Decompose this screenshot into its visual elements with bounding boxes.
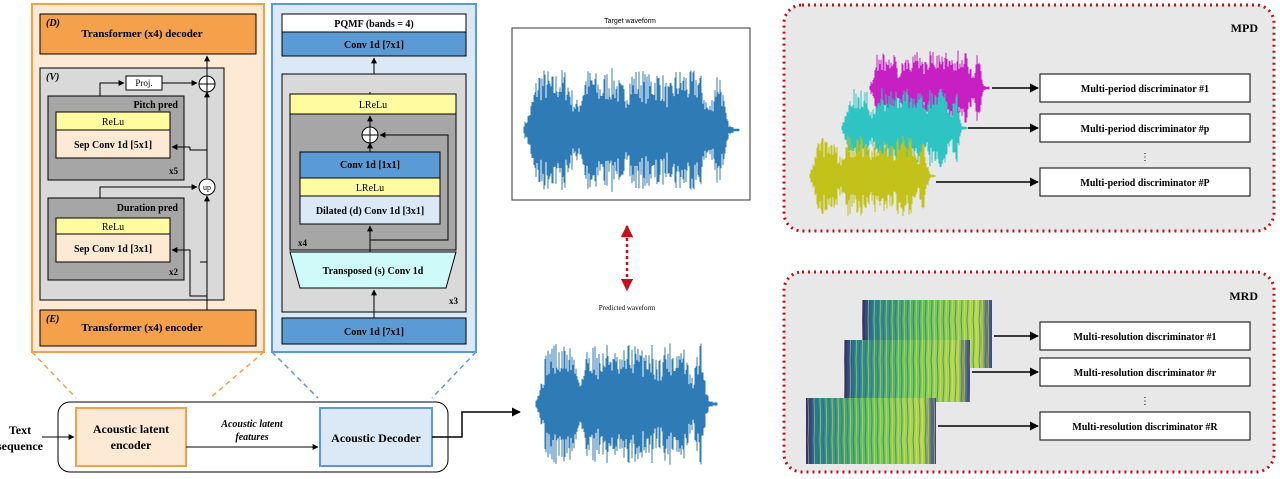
proj-label: Proj. <box>135 78 152 88</box>
mpd-wave-1 <box>869 50 990 126</box>
mrd-ellipsis: ⋮ <box>1140 396 1150 407</box>
acoustic-decoder-box <box>319 407 433 467</box>
encoder-panel: (D) Transformer (x4) decoder (V) Pitch p… <box>31 3 265 353</box>
up-label: up <box>203 183 211 192</box>
predicted-waveform-trace <box>535 343 718 465</box>
pitch-act: ReLu <box>102 117 124 128</box>
zoom-lines <box>31 351 477 399</box>
pitch-title: Pitch pred <box>133 100 178 111</box>
encoder-label: Transformer (x4) encoder <box>81 322 202 334</box>
decoder-label: Transformer (x4) decoder <box>81 28 202 40</box>
duration-repeat: x2 <box>169 267 179 277</box>
mpd-waveforms <box>809 50 990 216</box>
conv-bottom-box <box>281 317 467 345</box>
spectrogram-R <box>806 398 936 464</box>
mpd-disc-p <box>1039 113 1251 143</box>
dilated-conv-label: Dilated (d) Conv 1d [3x1] <box>316 206 424 217</box>
spectrogram-r <box>844 340 970 402</box>
pqmf-label: PQMF (bands = 4) <box>334 19 414 30</box>
decoder-panel: PQMF (bands = 4) Conv 1d [7x1] LReLu Con… <box>271 3 477 353</box>
mpd-disc-p-label: Multi-period discriminator #p <box>1081 124 1210 135</box>
upsample-node: up <box>198 178 216 196</box>
conv-1x1-label: Conv 1d [1x1] <box>340 160 400 171</box>
variance-tag: (V) <box>46 72 59 83</box>
encoder-tag: (E) <box>46 314 59 325</box>
sum-node-icon <box>198 75 216 93</box>
features-line2: features <box>235 432 268 443</box>
predicted-waveform <box>535 343 718 465</box>
acoustic-encoder-box <box>75 407 187 467</box>
features-line1: Acoustic latent <box>220 419 284 430</box>
lrelu-outer-label: LReLu <box>359 100 387 111</box>
input-line1: Text <box>9 423 31 437</box>
conv-top-label: Conv 1d [7x1] <box>344 40 404 51</box>
target-waveform <box>523 68 740 192</box>
transposed-conv-box <box>289 251 457 289</box>
conv-top-box <box>281 31 467 57</box>
mpd-wave-P <box>809 136 936 216</box>
mrd-disc-r <box>1039 357 1251 387</box>
target-waveform-panel: Target waveform <box>511 18 751 201</box>
decoder-label-pipe: Acoustic Decoder <box>331 431 421 445</box>
mpd-title: MPD <box>1231 21 1259 35</box>
pitch-conv: Sep Conv 1d [5x1] <box>74 140 152 151</box>
mpd-ellipsis: ⋮ <box>1140 152 1150 163</box>
outer-repeat: x3 <box>449 296 459 306</box>
mpd-disc-1-label: Multi-period discriminator #1 <box>1081 84 1209 95</box>
conv-1x1-box <box>299 151 441 179</box>
decoder-flow-lines <box>367 92 449 318</box>
mrd-panel: MRD Multi-resolution discriminator #1 Mu… <box>782 270 1276 474</box>
mpd-wave-p <box>841 88 968 168</box>
duration-act: ReLu <box>102 222 124 233</box>
mpd-panel: MPD Multi-period discriminator #1 Multi-… <box>782 3 1276 233</box>
mpd-disc-P <box>1039 167 1251 197</box>
target-title: Target waveform <box>604 18 656 25</box>
mpd-disc-P-label: Multi-period discriminator #P <box>1080 178 1209 189</box>
input-line2: sequence <box>0 439 44 453</box>
transformer-decoder-box <box>39 13 257 55</box>
pipeline: Text sequence Acoustic latent encoder Ac… <box>0 401 521 473</box>
duration-conv: Sep Conv 1d [3x1] <box>74 244 152 255</box>
mrd-title: MRD <box>1229 289 1258 303</box>
decoder-tag: (D) <box>46 18 60 29</box>
mrd-disc-R <box>1039 411 1251 441</box>
encoder-line2: encoder <box>111 438 152 452</box>
residual-sum-icon <box>361 126 379 144</box>
mrd-disc-1-label: Multi-resolution discriminator #1 <box>1074 332 1217 343</box>
lrelu-inner-label: LReLu <box>356 183 384 194</box>
transformer-encoder-box <box>39 309 257 347</box>
pitch-repeat: x5 <box>169 166 179 176</box>
encoder-line1: Acoustic latent <box>93 422 169 436</box>
transposed-conv-label: Transposed (s) Conv 1d <box>323 266 424 277</box>
duration-title: Duration pred <box>117 203 179 214</box>
mrd-disc-1 <box>1039 321 1251 351</box>
inner-repeat: x4 <box>298 238 308 248</box>
mpd-disc-1 <box>1039 73 1251 103</box>
predicted-title: Predicted waveform <box>599 304 656 312</box>
dilated-conv-box <box>299 195 441 225</box>
conv-bottom-label: Conv 1d [7x1] <box>344 327 404 338</box>
predicted-waveform-panel: Predicted waveform <box>535 304 718 465</box>
mrd-disc-R-label: Multi-resolution discriminator #R <box>1072 422 1218 433</box>
encoder-flow-lines <box>99 55 210 310</box>
target-waveform-trace <box>523 68 740 192</box>
mrd-disc-r-label: Multi-resolution discriminator #r <box>1074 368 1217 379</box>
